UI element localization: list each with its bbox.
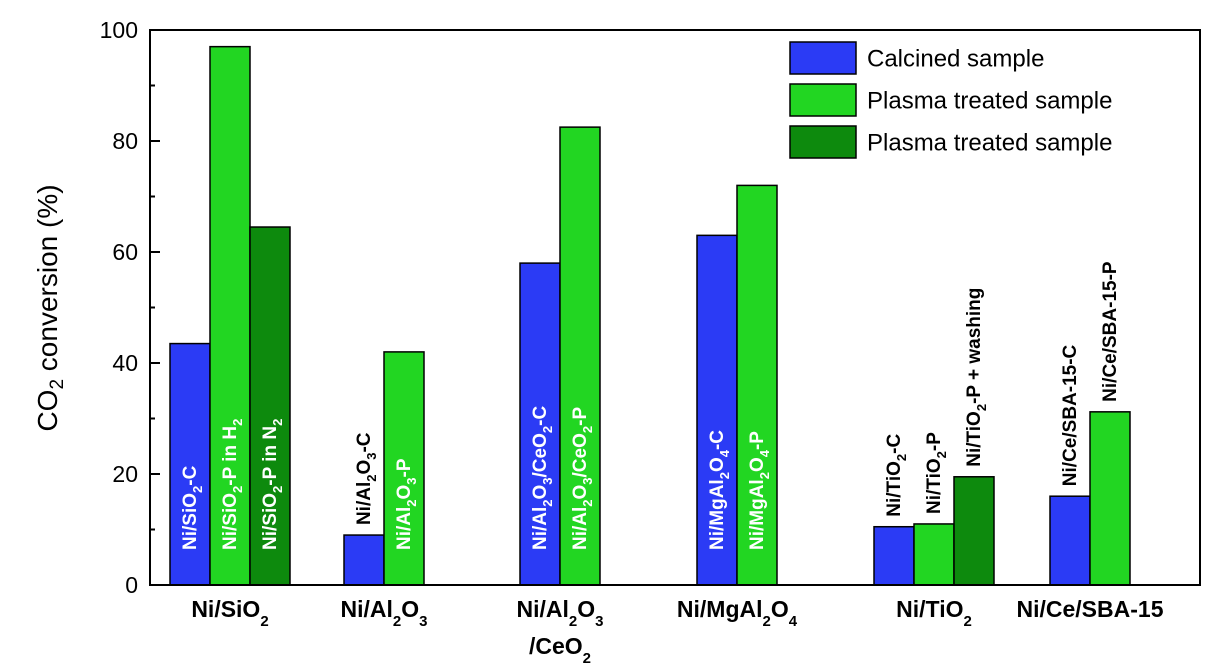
category-label: Ni/MgAl2O4	[677, 596, 798, 630]
bar-label: Ni/Al2O3-P	[394, 458, 420, 550]
bar-label: Ni/Al2O3-C	[354, 432, 380, 525]
bar	[736, 184, 778, 586]
y-tick-label: 0	[125, 572, 138, 598]
plot-axes: Ni/SiO2 Ni/Al2O3 Ni/Al2O3/CeO2 Ni/MgAl2O4 Ni…	[32, 17, 1201, 667]
bar	[343, 534, 385, 586]
legend-swatch	[789, 125, 857, 159]
bar-label: Ni/SiO2-C	[180, 465, 206, 550]
bar-label: Ni/Al2O3/CeO2-C	[530, 406, 556, 550]
y-tick-label: 40	[112, 350, 138, 376]
category-label: Ni/Al2O3	[517, 596, 604, 630]
legend-label: Plasma treated sample	[867, 130, 1112, 157]
legend: Calcined sample Plasma treated sample Plas…	[789, 41, 1112, 159]
bar	[1049, 495, 1091, 586]
y-tick-label: 80	[112, 128, 138, 154]
bar-label: Ni/Ce/SBA-15-C	[1060, 344, 1081, 486]
y-tick-label: 100	[100, 17, 138, 43]
bar-label: Ni/TiO2-P + washing	[964, 288, 990, 467]
bar-label: Ni/Ce/SBA-15-P	[1100, 261, 1121, 402]
legend-swatch	[789, 41, 857, 75]
y-tick-label: 60	[112, 239, 138, 265]
plot-bars: Ni/SiO2-C Ni/SiO2-P in H2 Ni/SiO2-P in N2 N…	[169, 45, 1131, 586]
category-label-line2: /CeO2	[529, 633, 591, 667]
bar	[169, 342, 211, 586]
bar-label: Ni/Al2O3/CeO2-P	[570, 407, 596, 550]
bar-label: Ni/SiO2-P in H2	[220, 419, 246, 550]
bar-label: Ni/SiO2-P in N2	[260, 419, 286, 550]
bar	[249, 226, 291, 586]
category-label: Ni/Ce/SBA-15	[1017, 596, 1164, 622]
bar	[873, 525, 915, 586]
bar	[953, 476, 995, 586]
legend-label: Plasma treated sample	[867, 88, 1112, 115]
bar-label: Ni/TiO2-C	[884, 434, 910, 517]
y-axis-label: CO2 conversion (%)	[32, 184, 69, 431]
bar	[913, 523, 955, 586]
legend-label: Calcined sample	[867, 46, 1044, 73]
legend-swatch	[789, 83, 857, 117]
bar-label: Ni/MgAl2O4-C	[707, 430, 733, 550]
category-label: Ni/Al2O3	[341, 596, 428, 630]
bar-label: Ni/MgAl2O4-P	[747, 431, 773, 550]
bar	[559, 126, 601, 586]
category-label: Ni/TiO2	[896, 596, 972, 630]
y-tick-label: 20	[112, 461, 138, 487]
category-label: Ni/SiO2	[191, 596, 268, 630]
bar	[1089, 411, 1131, 586]
bar	[209, 45, 251, 586]
bar-label: Ni/TiO2-P	[924, 432, 950, 514]
bar	[696, 234, 738, 586]
